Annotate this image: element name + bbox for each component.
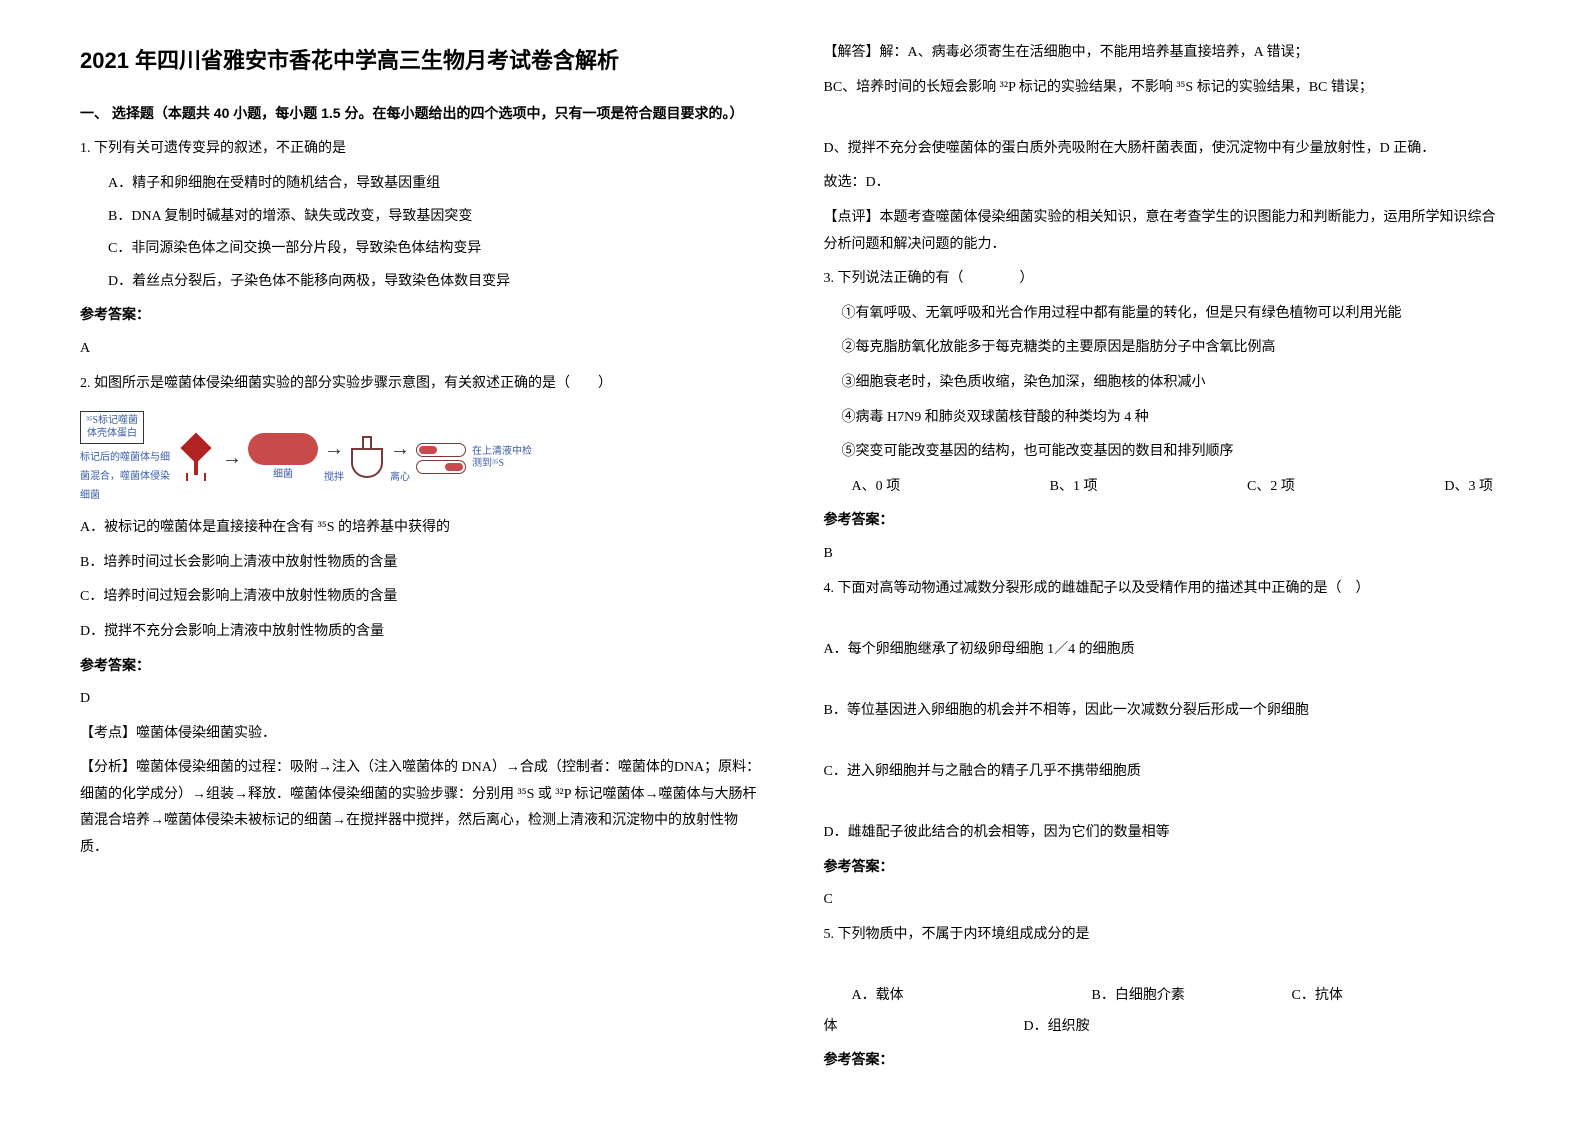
q3-s1: ①有氧呼吸、无氧呼吸和光合作用过程中都有能量的转化，但是只有绿色植物可以利用光能 bbox=[824, 301, 1508, 328]
q4-answer: C bbox=[824, 887, 1508, 914]
q2-stem: 2. 如图所示是噬菌体侵染细菌实验的部分实验步骤示意图，有关叙述正确的是（ ） bbox=[80, 371, 764, 398]
q5-options-row2: 体 D．组织胺 bbox=[824, 1014, 1508, 1041]
q2-analysis: 【分析】噬菌体侵染细菌的过程：吸附→注入（注入噬菌体的 DNA）→合成（控制者：… bbox=[80, 755, 764, 861]
diagram-label-centrifuge: 离心 bbox=[390, 468, 410, 487]
section-1-title: 一、 选择题（本题共 40 小题，每小题 1.5 分。在每小题给出的四个选项中，… bbox=[80, 100, 764, 127]
q3-s2: ②每克脂肪氧化放能多于每克糖类的主要原因是脂肪分子中含氧比例高 bbox=[824, 335, 1508, 362]
arrow-icon: → bbox=[324, 430, 344, 468]
q4-answer-label: 参考答案： bbox=[824, 855, 1508, 882]
q2-explain-4: 故选：D． bbox=[824, 170, 1508, 197]
diagram-label-stir: 搅拌 bbox=[324, 468, 344, 487]
q1-opt-c: C．非同源染色体之间交换一部分片段，导致染色体结构变异 bbox=[80, 236, 764, 263]
q2-comment: 【点评】本题考查噬菌体侵染细菌实验的相关知识，意在考查学生的识图能力和判断能力，… bbox=[824, 205, 1508, 258]
phage-icon bbox=[176, 433, 216, 483]
q3-options: A、0 项 B、1 项 C、2 项 D、3 项 bbox=[824, 474, 1508, 501]
q4-opt-a: A．每个卵细胞继承了初级卵母细胞 1／4 的细胞质 bbox=[824, 637, 1508, 664]
q2-explain-1: 【解答】解：A、病毒必须寄生在活细胞中，不能用培养基直接培养，A 错误； bbox=[824, 40, 1508, 67]
bacteria-icon bbox=[248, 433, 318, 465]
right-column: 【解答】解：A、病毒必须寄生在活细胞中，不能用培养基直接培养，A 错误； BC、… bbox=[794, 40, 1538, 1082]
q5-opt-d: D．组织胺 bbox=[1024, 1014, 1090, 1041]
diagram-label-left-1: ³⁵S标记噬菌体壳体蛋白 bbox=[80, 411, 144, 444]
diagram-label-right: 在上清液中检测到³⁵S bbox=[472, 446, 532, 470]
q5-options-row1: A．载体 B．白细胞介素 C．抗体 bbox=[824, 983, 1508, 1014]
q1-answer-label: 参考答案： bbox=[80, 303, 764, 330]
q3-s3: ③细胞衰老时，染色质收缩，染色加深，细胞核的体积减小 bbox=[824, 370, 1508, 397]
q1-opt-b: B．DNA 复制时碱基对的增添、缺失或改变，导致基因突变 bbox=[80, 204, 764, 231]
q1-answer: A bbox=[80, 336, 764, 363]
q3-s5: ⑤突变可能改变基因的结构，也可能改变基因的数目和排列顺序 bbox=[824, 439, 1508, 466]
diagram-label-left-2: 标记后的噬菌体与细菌混合，噬菌体侵染细菌 bbox=[80, 448, 170, 505]
q2-diagram: ³⁵S标记噬菌体壳体蛋白 标记后的噬菌体与细菌混合，噬菌体侵染细菌 → 细菌 →… bbox=[80, 411, 764, 505]
q3-answer: B bbox=[824, 541, 1508, 568]
q4-opt-d: D．雌雄配子彼此结合的机会相等，因为它们的数量相等 bbox=[824, 820, 1508, 847]
q3-opt-b: B、1 项 bbox=[1050, 474, 1098, 501]
flask-icon bbox=[350, 436, 384, 480]
q5-opt-c: C．抗体 bbox=[1292, 983, 1352, 1010]
q1-opt-a: A．精子和卵细胞在受精时的随机结合，导致基因重组 bbox=[80, 171, 764, 198]
q2-opt-b: B．培养时间过长会影响上清液中放射性物质的含量 bbox=[80, 550, 764, 577]
tubes-icon bbox=[416, 443, 466, 474]
q5-stem: 5. 下列物质中，不属于内环境组成成分的是 bbox=[824, 922, 1508, 949]
q3-opt-c: C、2 项 bbox=[1247, 474, 1295, 501]
q2-explain-3: D、搅拌不充分会使噬菌体的蛋白质外壳吸附在大肠杆菌表面，使沉淀物中有少量放射性，… bbox=[824, 136, 1508, 163]
q2-opt-c: C．培养时间过短会影响上清液中放射性物质的含量 bbox=[80, 584, 764, 611]
q1-opt-d: D．着丝点分裂后，子染色体不能移向两极，导致染色体数目变异 bbox=[80, 269, 764, 296]
q3-opt-d: D、3 项 bbox=[1444, 474, 1493, 501]
q5-opt-a: A．载体 bbox=[852, 983, 1092, 1010]
left-column: 2021 年四川省雅安市香花中学高三生物月考试卷含解析 一、 选择题（本题共 4… bbox=[50, 40, 794, 1082]
q4-opt-b: B．等位基因进入卵细胞的机会并不相等，因此一次减数分裂后形成一个卵细胞 bbox=[824, 698, 1508, 725]
q2-keypoint: 【考点】噬菌体侵染细菌实验． bbox=[80, 721, 764, 748]
q5-answer-label: 参考答案： bbox=[824, 1048, 1508, 1075]
q3-answer-label: 参考答案： bbox=[824, 508, 1508, 535]
q4-opt-c: C．进入卵细胞并与之融合的精子几乎不携带细胞质 bbox=[824, 759, 1508, 786]
q3-stem: 3. 下列说法正确的有（ ） bbox=[824, 266, 1508, 293]
diagram-label-bacteria: 细菌 bbox=[273, 465, 293, 484]
q3-s4: ④病毒 H7N9 和肺炎双球菌核苷酸的种类均为 4 种 bbox=[824, 405, 1508, 432]
q2-answer: D bbox=[80, 686, 764, 713]
q3-opt-a: A、0 项 bbox=[852, 474, 901, 501]
exam-title: 2021 年四川省雅安市香花中学高三生物月考试卷含解析 bbox=[80, 40, 764, 82]
q4-stem: 4. 下面对高等动物通过减数分裂形成的雌雄配子以及受精作用的描述其中正确的是（ … bbox=[824, 576, 1508, 603]
q2-explain-2: BC、培养时间的长短会影响 ³²P 标记的实验结果，不影响 ³⁵S 标记的实验结… bbox=[824, 75, 1508, 102]
q2-answer-label: 参考答案： bbox=[80, 654, 764, 681]
arrow-icon: → bbox=[222, 439, 242, 477]
q1-stem: 1. 下列有关可遗传变异的叙述，不正确的是 bbox=[80, 136, 764, 163]
q2-opt-d: D．搅拌不充分会影响上清液中放射性物质的含量 bbox=[80, 619, 764, 646]
q2-opt-a: A．被标记的噬菌体是直接接种在含有 ³⁵S 的培养基中获得的 bbox=[80, 515, 764, 542]
arrow-icon: → bbox=[390, 430, 410, 468]
q5-opt-b: B．白细胞介素 bbox=[1092, 983, 1292, 1010]
